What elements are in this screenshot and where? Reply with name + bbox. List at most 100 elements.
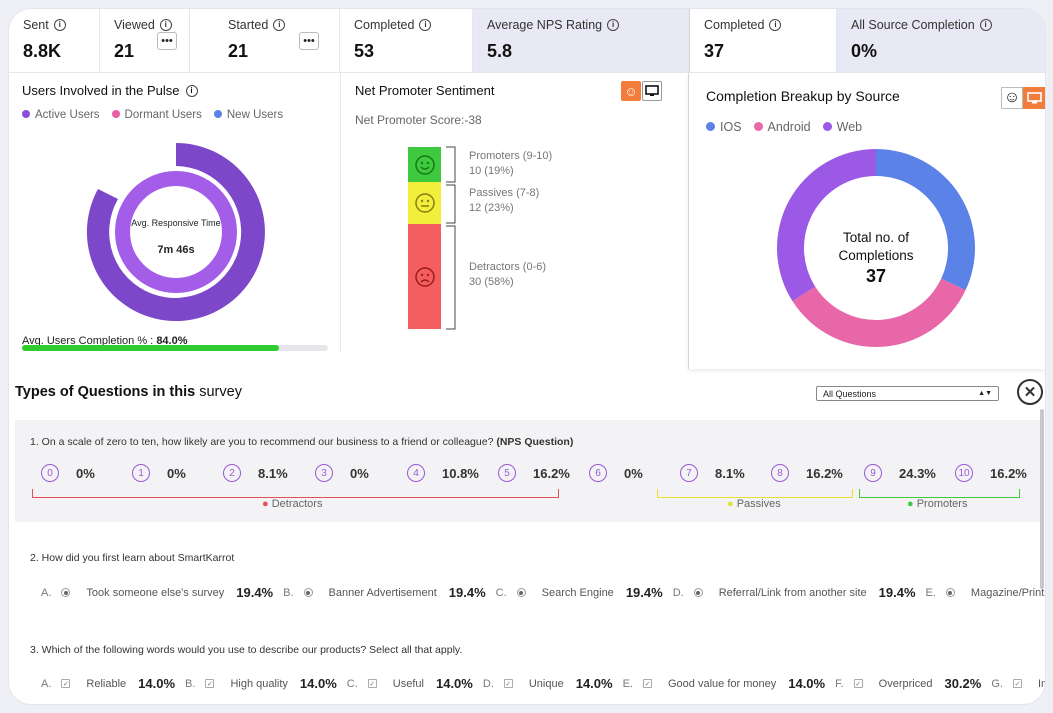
donut-slice-web[interactable] [777,149,876,302]
checkbox[interactable]: ✓ [643,679,652,688]
info-icon[interactable]: i [53,19,66,31]
radio-button[interactable] [945,588,955,597]
passives-label: Passives (7-8) [469,187,540,199]
users-donut [86,143,265,321]
nps-score-pct: 16.2% [990,465,1027,481]
more-options-button[interactable]: ••• [299,32,319,50]
option-letter: D. [482,677,494,690]
option-pct: 14.0% [299,676,337,691]
scrollbar[interactable] [1040,409,1044,589]
option-letter: G. [991,677,1003,690]
passives-legend: Passives (7-8) 12 (23%) [469,186,539,216]
checkbox[interactable]: ✓ [853,679,863,688]
close-icon[interactable]: ✕ [1017,379,1043,405]
stat-nps-label: Average NPS Rating [487,18,603,32]
promoters-bar[interactable] [408,147,441,182]
nps-score-circle: 10 [955,464,973,482]
q1-text: 1. On a scale of zero to ten, how likely… [30,436,494,448]
radio-button[interactable] [303,588,313,597]
stat-completed-source-value: 37 [704,41,725,61]
nps-panel-title: Net Promoter Sentiment [355,83,495,98]
completion-value: 84.0% [156,335,188,347]
promoters-label: Promoters (9-10) [469,150,553,162]
option-pct: 19.4% [878,585,916,600]
detractors-bar[interactable] [408,224,441,329]
desktop-view-button[interactable] [1023,87,1045,109]
checkbox[interactable]: ✓ [367,679,377,688]
option-label: Unique [528,677,564,690]
nps-score-8: 8 16.2% [771,464,843,482]
nps-score-5: 5 16.2% [498,464,570,482]
stat-completed-source-label: Completed [704,18,765,32]
option-pct: 19.4% [236,585,274,600]
radio-button[interactable] [693,588,703,597]
questions-filter-select[interactable]: All Questions ▲▼ [816,386,999,401]
option-label: Overpriced [878,677,933,690]
option-letter: E. [925,586,936,599]
smiley-view-button[interactable]: ☺ [621,81,641,101]
questions-title-rest: survey [199,384,242,400]
desktop-view-button[interactable] [642,81,662,101]
info-icon[interactable]: i [769,19,782,31]
nps-score-6: 6 0% [589,464,643,482]
nps-score-pct: 0% [76,465,95,481]
source-center-line1: Total no. of [842,230,910,245]
passives-value: 12 (23%) [469,202,514,214]
checkbox[interactable]: ✓ [1012,679,1022,688]
option-label: Banner Advertisement [328,586,437,599]
source-panel: Completion Breakup by Source ☺ IOS Andro… [688,73,1045,369]
promoters-value: 10 (19%) [469,165,514,177]
detractors-group-text: Detractors [271,498,323,510]
nps-score-pct: 8.1% [715,465,745,481]
nps-score-pct: 0% [167,465,186,481]
nps-score-pct: 8.1% [258,465,288,481]
users-legend: Active Users Dormant Users New Users [22,109,283,121]
completion-progress-bar [22,345,328,351]
legend-active-users[interactable]: Active Users [22,109,100,121]
promoters-legend: Promoters (9-10) 10 (19%) [469,149,552,179]
option-label: Good value for money [668,677,777,690]
legend-ios[interactable]: IOS [706,120,742,134]
donut-slice-android[interactable] [792,278,966,347]
info-icon[interactable]: i [185,84,198,97]
question-2-text: 2. How did you first learn about SmartKa… [30,552,235,564]
question-2-options: A. Took someone else's survey 19.4% B. Banne… [41,585,1045,600]
stat-viewed-value: 21 [114,41,135,61]
smiley-view-button[interactable]: ☺ [1001,87,1023,109]
nps-score-4: 4 10.8% [407,464,479,482]
question-3-text: 3. Which of the following words would yo… [30,644,463,656]
legend-label: Web [836,120,863,134]
checkbox[interactable]: ✓ [205,679,215,688]
stat-started: Started i 21 ••• [190,9,340,73]
info-icon[interactable]: i [419,19,432,31]
legend-label: Dormant Users [124,109,202,121]
detractors-value: 30 (58%) [469,276,514,288]
detractors-legend: Detractors (0-6) 30 (58%) [469,260,546,290]
q1-tag: (NPS Question) [496,436,574,448]
checkbox[interactable]: ✓ [503,679,513,688]
radio-button[interactable] [61,588,71,597]
info-icon[interactable]: i [273,19,286,31]
legend-web[interactable]: Web [822,120,863,134]
stat-completed-value: 53 [354,41,375,61]
stat-viewed-label: Viewed [114,18,155,32]
radio-button[interactable] [516,588,526,597]
info-icon[interactable]: i [607,19,620,31]
legend-android[interactable]: Android [753,120,811,134]
more-options-button[interactable]: ••• [157,32,177,50]
checkbox[interactable]: ✓ [61,679,71,688]
option-letter: F. [835,677,844,690]
legend-new-users[interactable]: New Users [213,109,283,121]
smiley-icon: ☺ [1003,89,1021,106]
legend-label: Active Users [35,109,100,121]
info-icon[interactable]: i [159,19,172,31]
stat-all-source-value: 0% [851,41,878,61]
stat-viewed: Viewed i 21 ••• [100,9,190,73]
nps-score-pct: 24.3% [899,465,936,481]
donut-slice-ios[interactable] [876,149,975,291]
promoters-group-text: Promoters [916,498,968,510]
legend-dormant-users[interactable]: Dormant Users [111,109,202,121]
info-icon[interactable]: i [979,19,992,31]
passives-bar[interactable] [408,182,441,224]
legend-label: IOS [720,120,742,134]
